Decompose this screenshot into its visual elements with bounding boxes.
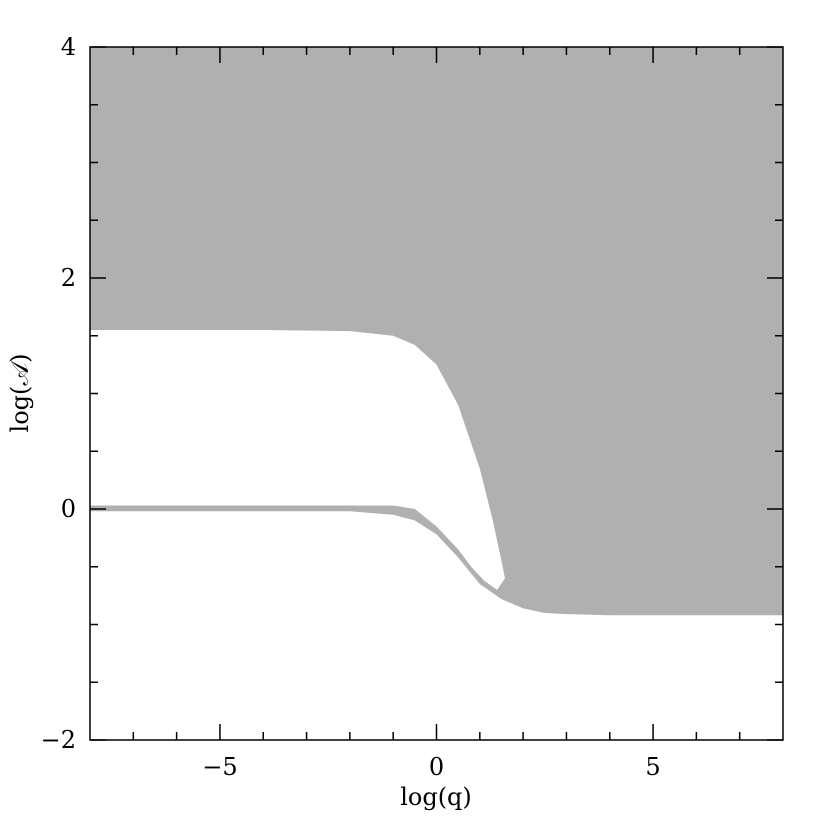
x-tick-label: −5 bbox=[202, 753, 237, 781]
y-axis-label: log(𝒜) bbox=[6, 354, 34, 433]
y-tick-label: 4 bbox=[61, 33, 76, 61]
x-tick-label: 5 bbox=[645, 753, 660, 781]
y-tick-label: 0 bbox=[61, 495, 76, 523]
y-tick-label: −2 bbox=[41, 726, 76, 754]
x-tick-label: 0 bbox=[429, 753, 444, 781]
unshaded-region bbox=[90, 329, 505, 590]
y-tick-label: 2 bbox=[61, 264, 76, 292]
x-axis-label: log(q) bbox=[400, 783, 472, 811]
